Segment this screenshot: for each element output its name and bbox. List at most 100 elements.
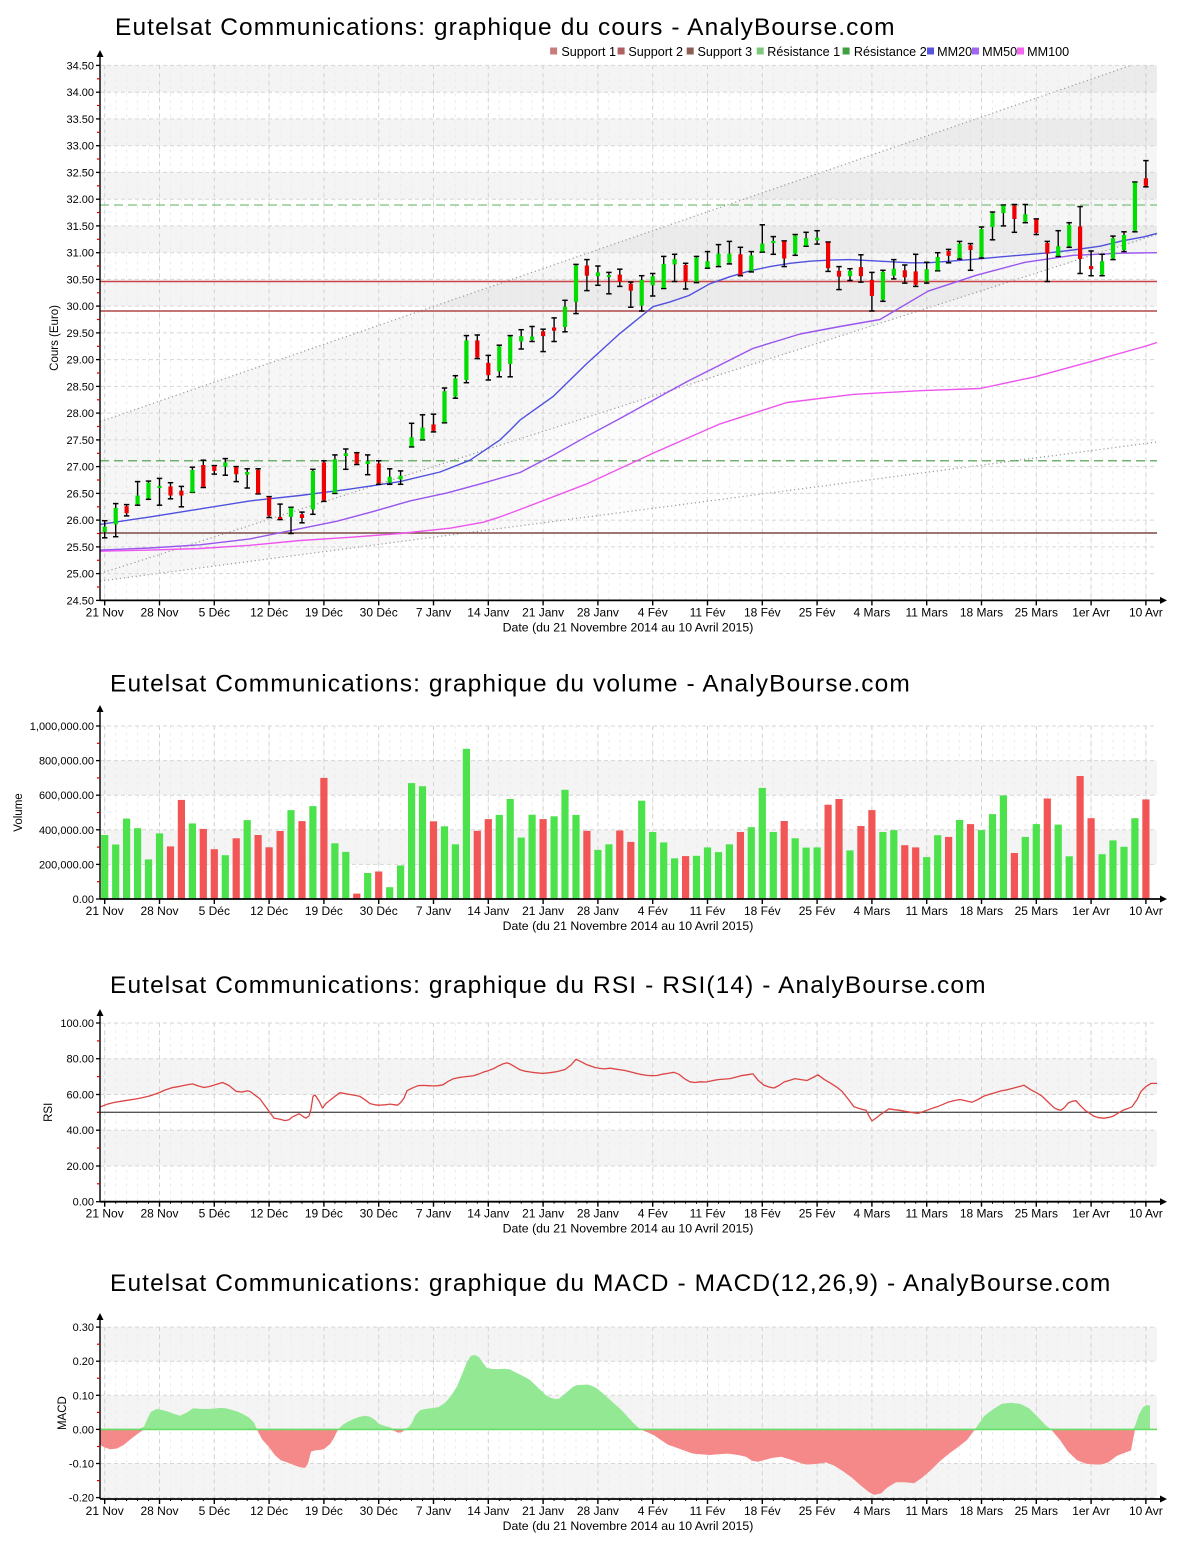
svg-text:Résistance 1: Résistance 1 [767, 45, 840, 59]
svg-text:11 Fév: 11 Fév [690, 1207, 726, 1221]
svg-text:Eutelsat Communications: graph: Eutelsat Communications: graphique du co… [115, 14, 896, 41]
svg-text:11 Mars: 11 Mars [905, 1207, 947, 1221]
svg-text:7 Janv: 7 Janv [416, 1504, 451, 1518]
svg-text:800,000.00: 800,000.00 [39, 756, 94, 768]
svg-text:32.50: 32.50 [66, 167, 94, 179]
svg-text:21 Janv: 21 Janv [522, 1504, 564, 1518]
svg-text:11 Mars: 11 Mars [905, 605, 947, 619]
svg-text:21 Janv: 21 Janv [522, 904, 564, 918]
svg-text:Date (du 21 Novembre 2014 au 1: Date (du 21 Novembre 2014 au 10 Avril 20… [503, 919, 754, 933]
svg-text:18 Mars: 18 Mars [960, 904, 1003, 918]
svg-text:60.00: 60.00 [66, 1090, 94, 1102]
svg-text:30.50: 30.50 [66, 274, 94, 286]
svg-text:1er Avr: 1er Avr [1072, 1504, 1110, 1518]
svg-text:4 Fév: 4 Fév [638, 904, 668, 918]
svg-text:5 Déc: 5 Déc [199, 605, 230, 619]
svg-text:18 Fév: 18 Fév [744, 1207, 781, 1221]
svg-text:34.50: 34.50 [66, 60, 94, 72]
svg-text:26.50: 26.50 [66, 488, 94, 500]
svg-text:0.20: 0.20 [73, 1356, 94, 1368]
svg-text:14 Janv: 14 Janv [467, 605, 509, 619]
svg-text:4 Fév: 4 Fév [638, 1504, 668, 1518]
svg-text:Support 1: Support 1 [561, 45, 616, 59]
svg-text:10 Avr: 10 Avr [1129, 605, 1163, 619]
svg-text:18 Mars: 18 Mars [960, 605, 1003, 619]
svg-text:0.30: 0.30 [73, 1322, 94, 1334]
svg-text:4 Mars: 4 Mars [854, 1504, 891, 1518]
svg-text:25 Fév: 25 Fév [799, 904, 836, 918]
svg-text:25 Mars: 25 Mars [1015, 1504, 1058, 1518]
svg-text:28 Nov: 28 Nov [140, 1504, 178, 1518]
svg-text:0.00: 0.00 [73, 894, 94, 906]
svg-text:RSI: RSI [43, 1103, 55, 1122]
svg-text:MACD: MACD [57, 1396, 69, 1430]
svg-text:MM50: MM50 [982, 45, 1017, 59]
svg-text:19 Déc: 19 Déc [305, 605, 343, 619]
svg-text:Date (du 21 Novembre 2014 au 1: Date (du 21 Novembre 2014 au 10 Avril 20… [503, 1222, 754, 1236]
svg-text:28 Janv: 28 Janv [577, 1207, 619, 1221]
svg-text:28 Janv: 28 Janv [577, 904, 619, 918]
svg-text:11 Fév: 11 Fév [690, 1504, 726, 1518]
svg-text:Date (du 21 Novembre 2014 au 1: Date (du 21 Novembre 2014 au 10 Avril 20… [503, 620, 754, 634]
svg-text:21 Janv: 21 Janv [522, 1207, 564, 1221]
svg-text:11 Fév: 11 Fév [690, 605, 726, 619]
svg-text:28 Nov: 28 Nov [140, 605, 178, 619]
svg-text:10 Avr: 10 Avr [1129, 904, 1163, 918]
svg-text:Support 3: Support 3 [698, 45, 753, 59]
svg-text:21 Nov: 21 Nov [86, 1207, 124, 1221]
svg-text:33.00: 33.00 [66, 141, 94, 153]
svg-text:28.50: 28.50 [66, 381, 94, 393]
svg-text:12 Déc: 12 Déc [250, 1207, 288, 1221]
svg-text:27.00: 27.00 [66, 462, 94, 474]
svg-text:27.50: 27.50 [66, 435, 94, 447]
svg-text:11 Mars: 11 Mars [905, 1504, 947, 1518]
svg-text:600,000.00: 600,000.00 [39, 790, 94, 802]
svg-text:18 Mars: 18 Mars [960, 1504, 1003, 1518]
svg-text:31.50: 31.50 [66, 221, 94, 233]
svg-text:25.50: 25.50 [66, 542, 94, 554]
svg-text:0.00: 0.00 [73, 1424, 94, 1436]
svg-text:26.00: 26.00 [66, 515, 94, 527]
svg-text:25 Mars: 25 Mars [1015, 1207, 1058, 1221]
svg-text:4 Fév: 4 Fév [638, 605, 668, 619]
svg-text:Support 2: Support 2 [628, 45, 683, 59]
svg-text:29.50: 29.50 [66, 328, 94, 340]
svg-text:12 Déc: 12 Déc [250, 1504, 288, 1518]
svg-text:30 Déc: 30 Déc [360, 605, 398, 619]
svg-text:28 Nov: 28 Nov [140, 1207, 178, 1221]
svg-text:Résistance 2: Résistance 2 [854, 45, 927, 59]
svg-text:Date (du 21 Novembre 2014 au 1: Date (du 21 Novembre 2014 au 10 Avril 20… [503, 1519, 754, 1533]
svg-text:11 Mars: 11 Mars [905, 904, 947, 918]
svg-text:1er Avr: 1er Avr [1072, 605, 1110, 619]
svg-text:21 Nov: 21 Nov [86, 904, 124, 918]
svg-text:21 Nov: 21 Nov [86, 1504, 124, 1518]
svg-text:19 Déc: 19 Déc [305, 1207, 343, 1221]
svg-text:28.00: 28.00 [66, 408, 94, 420]
svg-text:1er Avr: 1er Avr [1072, 904, 1110, 918]
svg-text:28 Janv: 28 Janv [577, 605, 619, 619]
svg-text:14 Janv: 14 Janv [467, 1207, 509, 1221]
svg-text:18 Fév: 18 Fév [744, 904, 781, 918]
svg-text:29.00: 29.00 [66, 355, 94, 367]
svg-text:19 Déc: 19 Déc [305, 904, 343, 918]
svg-text:7 Janv: 7 Janv [416, 605, 451, 619]
svg-text:30 Déc: 30 Déc [360, 904, 398, 918]
svg-text:25 Fév: 25 Fév [799, 1504, 836, 1518]
svg-text:1er Avr: 1er Avr [1072, 1207, 1110, 1221]
svg-text:19 Déc: 19 Déc [305, 1504, 343, 1518]
svg-text:30 Déc: 30 Déc [360, 1504, 398, 1518]
svg-text:7 Janv: 7 Janv [416, 904, 451, 918]
svg-text:11 Fév: 11 Fév [690, 904, 726, 918]
svg-text:25.00: 25.00 [66, 569, 94, 581]
svg-text:100.00: 100.00 [60, 1018, 94, 1030]
svg-text:Volume: Volume [13, 793, 25, 831]
svg-text:14 Janv: 14 Janv [467, 1504, 509, 1518]
svg-text:-0.20: -0.20 [69, 1493, 94, 1505]
svg-text:80.00: 80.00 [66, 1054, 94, 1066]
svg-text:5 Déc: 5 Déc [199, 904, 230, 918]
svg-text:0.00: 0.00 [73, 1197, 94, 1209]
svg-text:33.50: 33.50 [66, 114, 94, 126]
svg-text:20.00: 20.00 [66, 1161, 94, 1173]
svg-text:31.00: 31.00 [66, 248, 94, 260]
svg-text:4 Fév: 4 Fév [638, 1207, 668, 1221]
